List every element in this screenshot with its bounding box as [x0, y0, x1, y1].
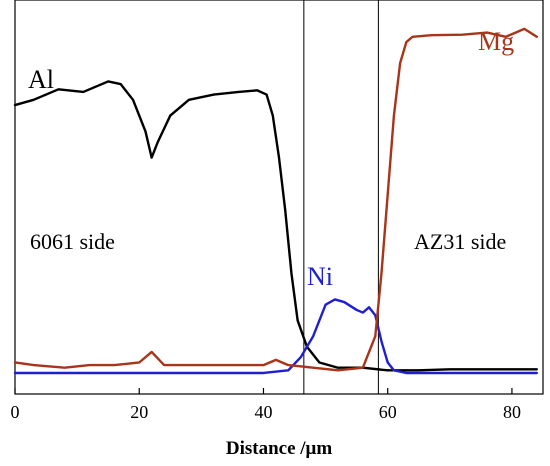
series-label-ni: Ni — [307, 262, 333, 291]
x-tick-label-80: 80 — [503, 402, 521, 422]
series-label-mg: Mg — [478, 27, 514, 56]
plot-area-frame — [14, 0, 544, 395]
series-line-ni — [13, 298, 538, 375]
annotation-az31-side: AZ31 side — [414, 229, 506, 254]
series-label-al: Al — [28, 65, 54, 94]
x-axis-ticks: 0 20 40 60 80 — [11, 388, 521, 422]
series-lines — [13, 27, 538, 375]
reference-lines — [303, 0, 379, 394]
series-line-al — [13, 80, 538, 372]
x-axis-title: Distance /μm — [226, 438, 332, 459]
x-tick-label-20: 20 — [130, 402, 148, 422]
x-tick-label-40: 40 — [254, 402, 272, 422]
x-tick-label-60: 60 — [379, 402, 397, 422]
series-line-mg — [13, 27, 538, 372]
annotation-6061-side: 6061 side — [30, 229, 115, 254]
x-tick-label-0: 0 — [11, 402, 20, 422]
